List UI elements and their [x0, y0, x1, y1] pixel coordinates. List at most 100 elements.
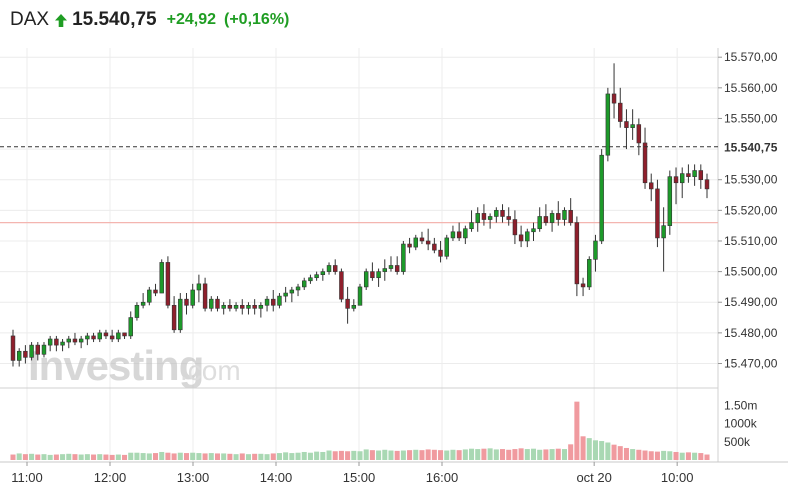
volume-bar	[60, 454, 66, 460]
candle-body	[227, 304, 233, 309]
candle	[91, 332, 96, 343]
volume-bar	[469, 448, 475, 460]
candle-body	[271, 298, 276, 306]
candle-body	[209, 298, 214, 309]
candle	[78, 335, 84, 349]
candle-body	[481, 213, 487, 220]
candle	[202, 277, 208, 312]
price-axis-labels: 15.470,00 15.480,00 15.490,00 15.500,00 15.5…	[718, 50, 778, 370]
watermark-logo-text: Investing	[28, 342, 203, 389]
candle-body	[103, 332, 109, 337]
current-price-box	[719, 137, 779, 156]
candle	[382, 259, 388, 281]
volume-bar	[363, 449, 369, 460]
candle	[394, 256, 400, 275]
candle	[481, 204, 487, 226]
candle	[494, 207, 499, 223]
candle	[630, 109, 635, 140]
candle-body	[190, 289, 195, 306]
volume-bar	[221, 453, 227, 460]
volume-bar	[425, 449, 431, 460]
candle	[580, 277, 586, 297]
volume-bar	[592, 440, 598, 460]
candle	[209, 296, 214, 312]
candle-body	[556, 213, 561, 220]
volume-bar	[10, 454, 16, 460]
candle	[500, 204, 505, 223]
volume-bar	[512, 449, 518, 460]
price-tick-label: 15.510,00	[724, 234, 778, 248]
candle-body	[568, 210, 573, 223]
price-tick-label: 15.550,00	[724, 111, 778, 125]
candle	[692, 164, 697, 186]
volume-bar	[636, 449, 642, 460]
watermark-suffix-text: .com	[180, 355, 241, 386]
candle-body	[314, 274, 319, 279]
candle-body	[438, 249, 443, 257]
volume-bar	[140, 453, 146, 460]
candle-body	[184, 298, 189, 306]
volume-bar	[376, 450, 382, 460]
volume-bar	[109, 454, 115, 460]
candle	[537, 207, 542, 232]
candle	[10, 329, 16, 367]
candle-body	[351, 304, 357, 309]
candle-body	[332, 265, 338, 272]
candle-body	[215, 298, 220, 309]
time-tick-label: 14:00	[260, 470, 293, 485]
candle	[593, 234, 598, 272]
volume-bar	[338, 450, 344, 460]
volume-bar	[524, 449, 530, 460]
candlesticks	[10, 63, 710, 367]
candle-body	[630, 124, 635, 128]
candle	[518, 225, 524, 248]
candle	[196, 274, 202, 303]
candle	[556, 201, 561, 226]
candle	[605, 87, 611, 162]
time-tick-label: 15:00	[343, 470, 376, 485]
volume-bar	[506, 449, 512, 460]
volume-bar	[518, 448, 524, 460]
price-tick-label: 15.520,00	[724, 203, 778, 217]
candle-body	[450, 231, 456, 239]
candle	[221, 302, 226, 315]
candle-body	[419, 237, 425, 242]
candle	[109, 329, 115, 343]
candle	[240, 299, 245, 315]
volume-bar	[190, 452, 196, 460]
volume-bar	[159, 451, 165, 460]
volume-bar	[258, 453, 264, 460]
volume-bar	[345, 451, 351, 460]
volume-bar	[450, 449, 456, 460]
candle	[376, 268, 381, 287]
volume-bar	[530, 448, 537, 460]
current-price-label: 15.540,75	[724, 140, 778, 154]
candle-body	[407, 243, 412, 248]
candle	[599, 149, 604, 245]
candle-body	[202, 283, 208, 309]
volume-tick-label: 1000k	[724, 417, 758, 431]
volume-bar	[314, 451, 320, 460]
candle	[679, 167, 685, 199]
candle-body	[649, 182, 654, 190]
candle	[587, 256, 592, 290]
volume-bar	[66, 453, 72, 460]
candle-body	[128, 317, 133, 337]
volume-bar	[357, 451, 363, 460]
volume-bar	[617, 446, 623, 460]
candle	[326, 262, 332, 275]
volume-bar	[599, 441, 605, 460]
volume-bar	[444, 450, 450, 460]
volume-bar	[134, 452, 140, 460]
volume-bar	[47, 454, 53, 460]
time-tick-label: 16:00	[426, 470, 459, 485]
candle	[512, 210, 518, 245]
candle-body	[655, 188, 660, 239]
volume-bar	[431, 449, 437, 460]
volume-bar	[122, 454, 128, 460]
candle	[171, 296, 177, 333]
candle	[122, 332, 127, 339]
candle	[463, 225, 468, 245]
candle-body	[320, 271, 326, 275]
